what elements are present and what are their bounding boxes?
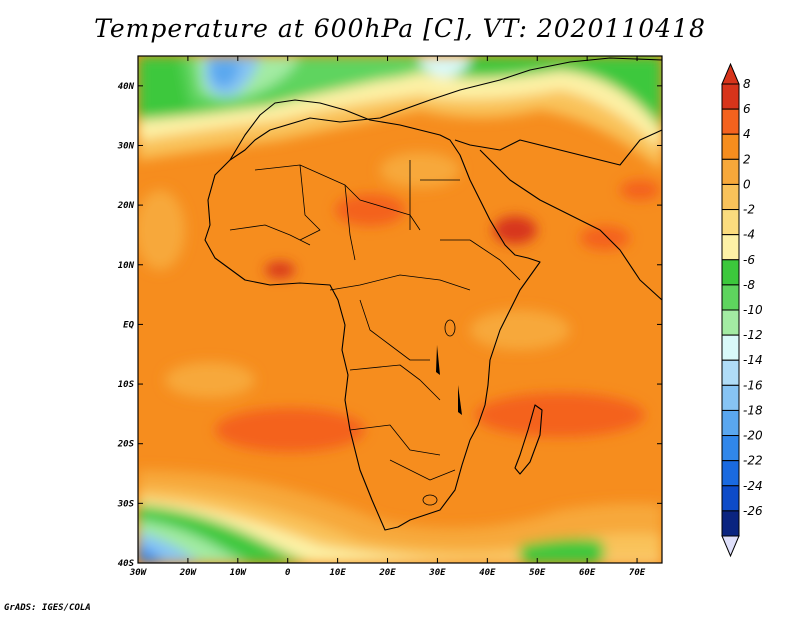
lon-tick-label: 50E [529,568,546,578]
colorbar-swatch [721,334,740,361]
colorbar-label: 2 [743,152,751,166]
axis-ticks: 30W 20W 10W 0 10E 20E 30E 40E 50E 60E 70E 40N 30N 20N… [117,56,662,578]
colorbar-swatch [721,133,740,160]
colorbar-label: -26 [743,504,763,518]
lon-tick-label: 20E [378,568,396,578]
colorbar-arrow-bottom [721,535,740,558]
lon-tick-label: 70E [629,568,646,578]
colorbar-swatch [721,108,740,135]
colorbar-label: -12 [743,328,763,342]
colorbar-label: -14 [743,353,763,367]
lon-tick-label: 10W [230,568,248,578]
colorbar-label: 4 [743,127,751,141]
coastline [204,57,663,531]
lat-tick-label: 40S [118,559,135,569]
lon-tick-label: 20W [179,568,198,578]
lat-tick-label: 10N [118,261,135,271]
colorbar-label: -18 [743,403,763,417]
colorbar: 8 6 4 2 0 -2 -4 -6 -8 -10 -12 -14 -16 -18 -20 -22 -24 -26 [721,62,763,558]
colorbar-swatch [721,309,740,336]
lakes [422,319,462,506]
lon-tick-label: 10E [329,568,346,578]
lat-tick-label: 30S [117,499,135,509]
colorbar-label: 8 [743,77,751,91]
colorbar-swatch [721,460,740,487]
colorbar-swatch [721,485,740,512]
colorbar-label: -20 [743,429,763,443]
colorbar-arrow-top [721,62,740,85]
colorbar-label: -6 [743,253,755,267]
lat-tick-label: 10S [118,380,135,390]
map-title: Temperature at 600hPa [C], VT: 202011041… [94,14,706,43]
lon-tick-label: 30W [129,568,148,578]
colorbar-swatch [721,435,740,462]
lon-tick-label: 0 [285,568,291,578]
colorbar-swatch [721,158,740,185]
colorbar-label: -2 [743,203,755,217]
colorbar-swatch [721,409,740,437]
colorbar-label: -16 [743,378,763,392]
grads-credit: GrADS: IGES/COLA [4,603,91,613]
plot-frame [137,55,663,564]
lon-tick-label: 40E [479,568,496,578]
colorbar-label: -10 [743,303,763,317]
lon-tick-label: 30E [428,568,446,578]
colorbar-swatch [721,510,740,537]
colorbar-swatch [721,234,740,261]
colorbar-swatch [721,359,740,386]
colorbar-label: -22 [743,454,763,468]
colorbar-swatch [721,183,740,211]
colorbar-swatch [721,209,740,236]
colorbar-swatch [721,384,740,411]
temperature-field [138,56,662,563]
colorbar-label: -24 [743,479,763,493]
colorbar-label: -4 [743,228,755,242]
country-borders [229,160,521,481]
lat-tick-label: 40N [118,82,135,92]
colorbar-swatch [721,83,740,110]
lon-tick-label: 60E [579,568,596,578]
colorbar-label: -8 [743,278,755,292]
lat-tick-label: EQ [123,320,134,330]
colorbar-label: 0 [743,177,751,191]
colorbar-swatch [721,259,740,286]
colorbar-label: 6 [743,102,751,116]
lat-tick-label: 20N [117,201,135,211]
lat-tick-label: 30N [117,141,135,151]
lat-tick-label: 20S [117,440,135,450]
colorbar-swatch [721,284,740,311]
